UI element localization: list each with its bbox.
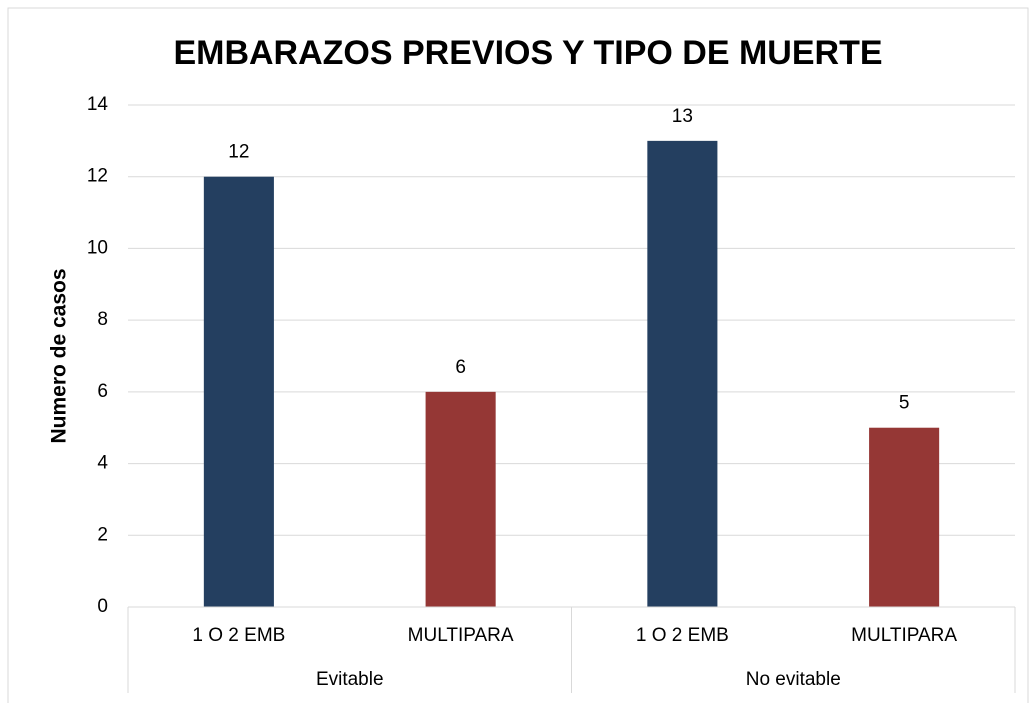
y-tick-label: 4 [97, 453, 108, 474]
y-tick-label: 0 [97, 596, 108, 617]
data-label: 13 [672, 106, 693, 127]
bar [869, 427, 940, 607]
y-axis-label: Numero de casos [48, 268, 71, 443]
x-tick-label: MULTIPARA [851, 625, 957, 646]
x-tick-label: 1 O 2 EMB [636, 625, 729, 646]
data-label: 5 [899, 393, 910, 414]
x-tick-label: 1 O 2 EMB [192, 625, 285, 646]
y-tick-label: 6 [97, 381, 108, 402]
chart-title: EMBARAZOS PREVIOS Y TIPO DE MUERTE [173, 34, 882, 72]
y-tick-label: 8 [97, 309, 108, 330]
bar [425, 391, 496, 607]
y-tick-label: 14 [87, 94, 109, 115]
bar [647, 140, 718, 607]
data-label: 12 [228, 142, 249, 163]
bar [203, 176, 274, 607]
group-label: Evitable [316, 669, 384, 690]
y-tick-label: 10 [87, 237, 108, 258]
x-tick-label: MULTIPARA [408, 625, 514, 646]
data-label: 6 [455, 357, 466, 378]
y-tick-label: 2 [97, 524, 108, 545]
chart-border [7, 7, 1029, 703]
group-label: No evitable [746, 669, 841, 690]
y-tick-label: 12 [87, 166, 108, 187]
